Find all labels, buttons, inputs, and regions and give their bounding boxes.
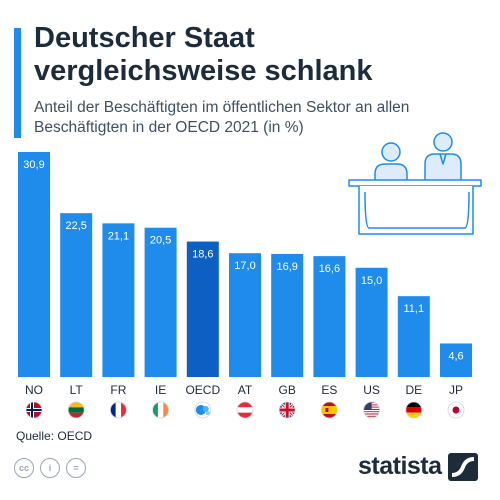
category-label-jp: JP [449,383,463,397]
bar-de [397,296,430,377]
category-label-lt: LT [70,383,84,397]
value-label-de: 11,1 [404,303,425,315]
bar-gb [271,253,304,377]
category-label-oecd: OECD [185,383,220,397]
oecd-logo-icon [194,401,212,419]
category-label-ie: IE [155,383,166,397]
value-label-oecd: 18,6 [192,249,213,261]
category-label-us: US [363,383,380,397]
cc-icon[interactable]: cc [14,458,34,478]
title-accent-bar [14,28,21,138]
bar-no [18,152,50,377]
public-office-counter-icon [348,132,482,235]
bar-at [229,253,261,377]
bar-lt [60,213,93,377]
lithuania-flag-icon [67,401,85,419]
brand-name: statista [358,452,442,480]
spain-flag-icon [320,401,338,419]
value-label-fr: 21,1 [108,230,129,242]
statista-mark-icon [447,452,478,481]
category-label-es: ES [321,383,337,397]
chart-title: Deutscher Staat vergleichsweise schlank [34,22,373,87]
license-icons: cc i = [14,458,86,478]
value-label-es: 16,6 [319,263,340,275]
japan-flag-icon [447,401,465,419]
value-label-lt: 22,5 [65,220,86,232]
chart-subtitle: Anteil der Beschäftigten im öffentlichen… [34,99,410,136]
category-label-no: NO [25,383,43,397]
person-icon[interactable]: i [40,458,60,478]
norway-flag-icon [25,401,43,419]
usa-flag-icon [363,401,381,419]
bar-chart: 30,9 22,5 21,1 20,5 18,6 17,0 16,9 16,6 15,0 11,1… [18,152,472,419]
ireland-flag-icon [152,401,170,419]
bar-fr [102,223,135,377]
bar-jp [440,343,472,377]
source-note: Quelle: OECD [16,429,93,443]
value-label-no: 30,9 [23,159,44,171]
germany-flag-icon [405,401,423,419]
category-label-fr: FR [110,383,126,397]
value-label-us: 15,0 [361,275,382,287]
brand-logo[interactable]: statista [358,452,478,481]
value-label-jp: 4,6 [448,351,463,363]
bar-us [355,267,388,377]
value-label-gb: 16,9 [276,261,297,273]
bar-oecd [186,241,219,377]
equals-icon[interactable]: = [66,458,86,478]
category-label-de: DE [405,383,422,397]
value-label-at: 17,0 [234,260,255,272]
austria-flag-icon [236,401,254,419]
category-label-gb: GB [279,383,296,397]
bar-ie [144,227,177,377]
category-label-at: AT [238,383,253,397]
value-label-ie: 20,5 [150,235,171,247]
france-flag-icon [110,401,127,419]
bar-es [313,256,346,377]
uk-flag-icon [278,401,296,419]
